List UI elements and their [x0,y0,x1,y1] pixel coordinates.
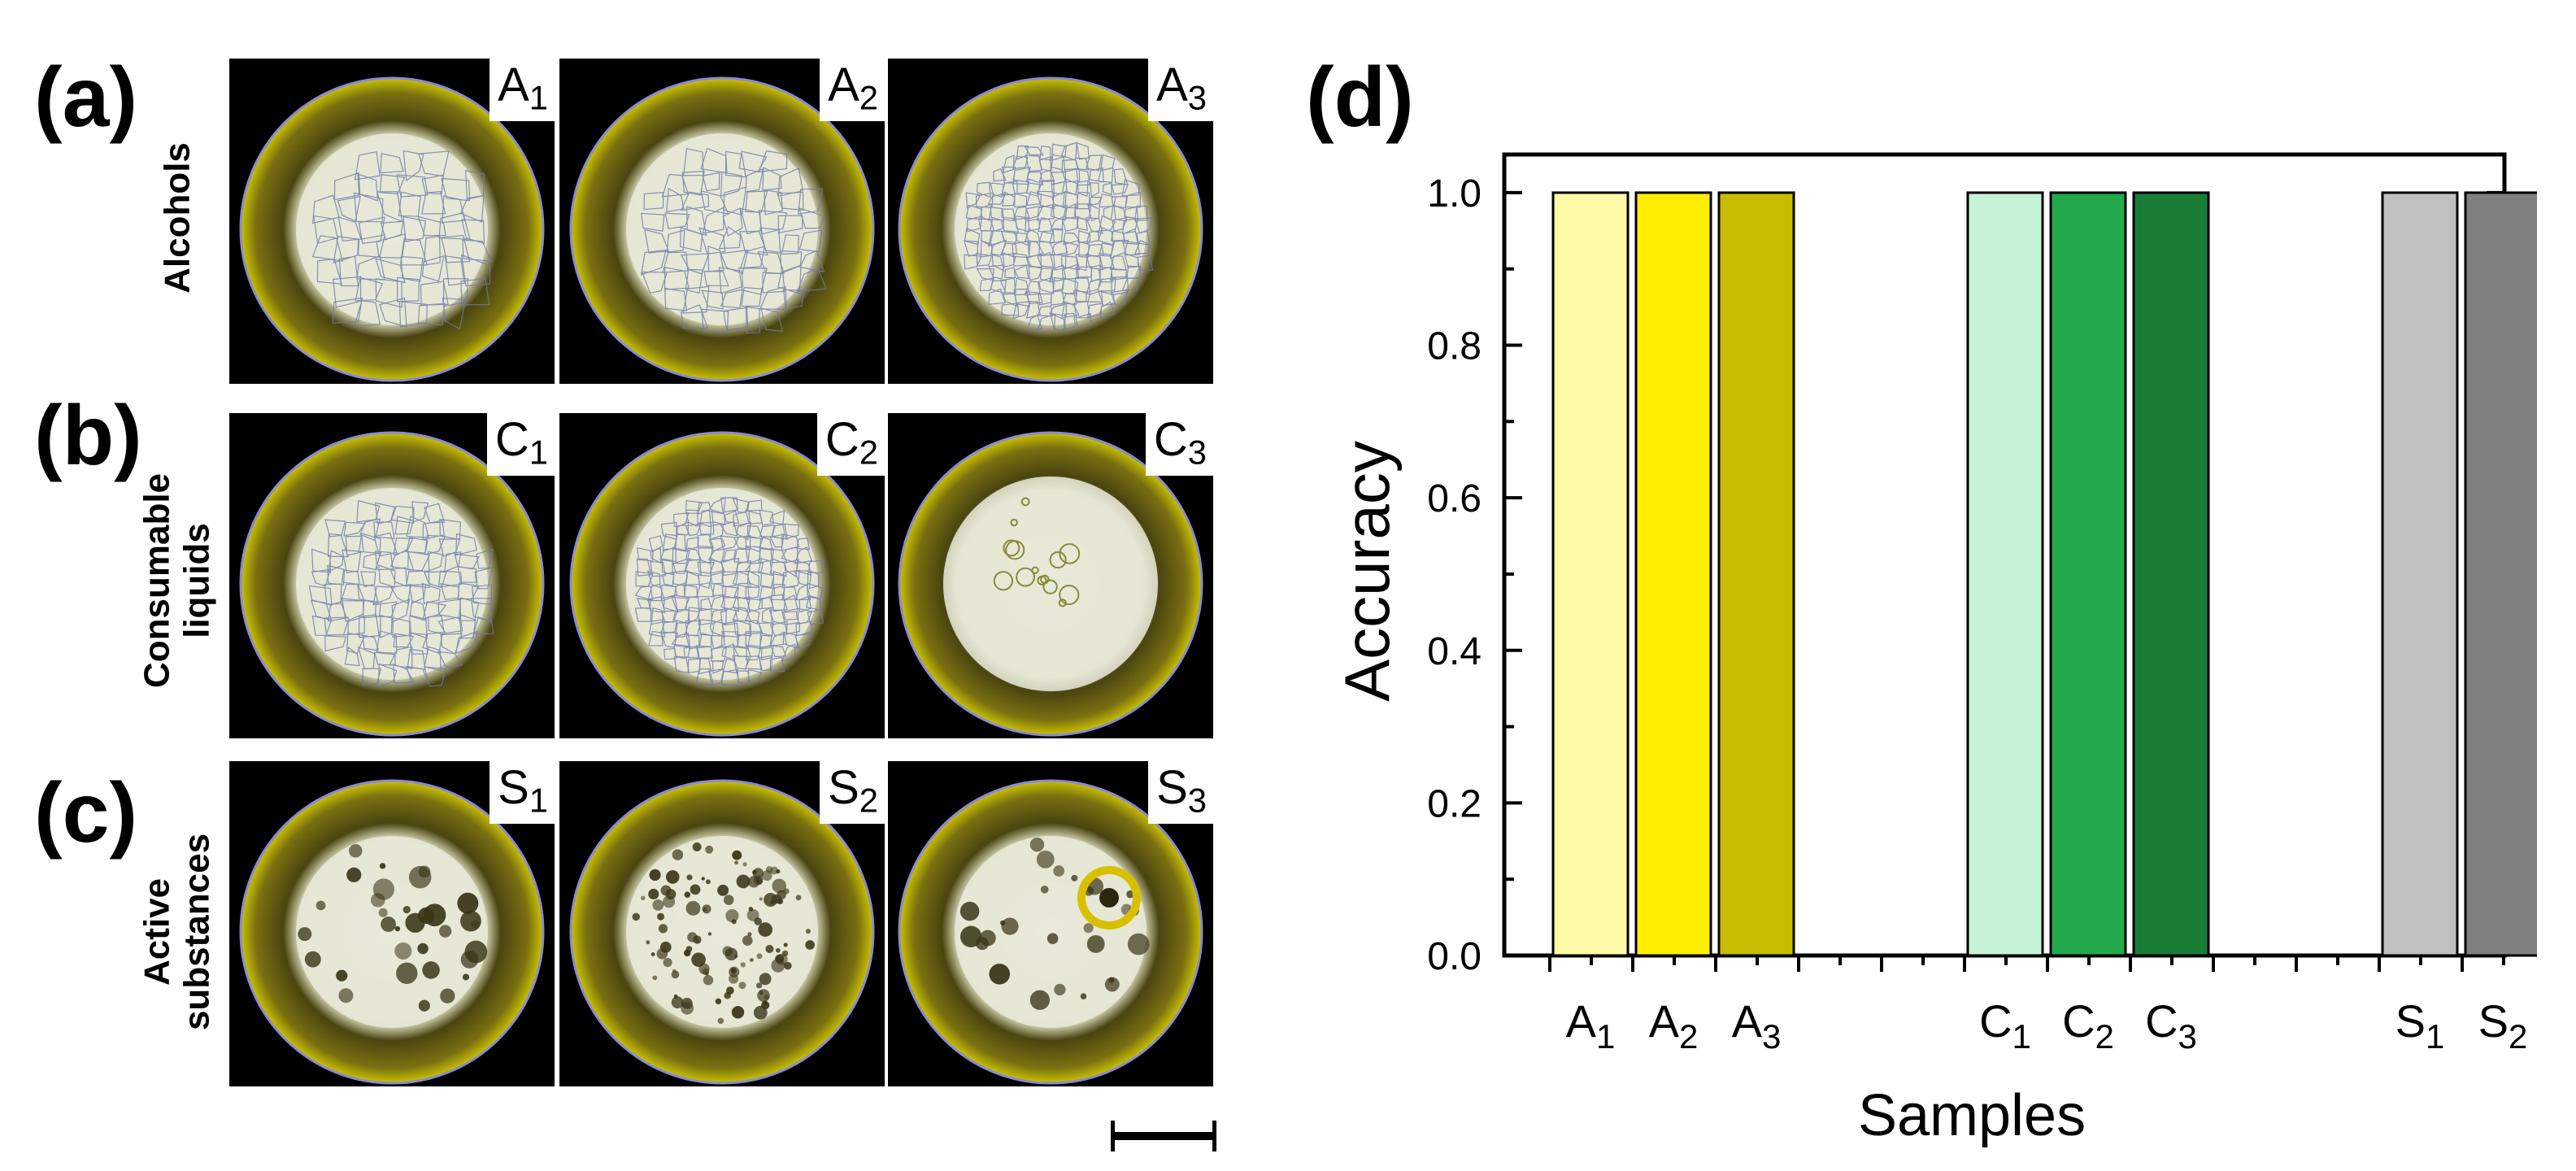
deposit-image-tile: S2 [559,761,885,1086]
row-label-active-substances: Active substances [137,834,218,1030]
panel-b-letter: (b) [34,389,142,483]
accuracy-bar-chart: 0.00.20.40.60.81.0A1A2A3C1C2C3S1S2S3Samp… [1331,152,2537,1148]
deposit-image [898,76,1203,382]
bar-c1 [1966,191,2044,957]
x-tick-label: A3 [1732,995,1782,1056]
deposit-image-tile: A3 [888,59,1213,384]
sample-label-subscript: 2 [859,78,878,117]
sample-label-subscript: 1 [529,78,548,117]
bar-s2 [2464,191,2537,957]
sample-label-base: S [1156,761,1188,814]
deposit-center [296,133,488,325]
deposit-image-tile: C1 [229,413,555,738]
row-label-line: Consumable [137,472,177,689]
sample-label: S3 [1148,761,1213,825]
crack-pattern [963,141,1154,333]
sample-label-subscript: 3 [1187,781,1207,820]
panel-a-letter: (a) [34,50,138,145]
ring-feature [1077,866,1141,929]
deposit-image-tile: S3 [888,761,1213,1086]
deposit-center [296,836,488,1028]
bar-a2 [1634,191,1712,957]
crack-pattern [308,499,494,688]
bar-c3 [2132,191,2210,957]
spot-pattern [959,837,1150,1010]
row-label-line: substances [177,833,217,1031]
bar-a1 [1551,191,1630,957]
sample-label: A3 [1148,59,1213,122]
sample-label-subscript: 3 [1187,433,1207,472]
x-tick-label: C1 [1979,995,2031,1056]
bar-s1 [2381,191,2459,957]
spot-pattern [298,844,488,1012]
y-tick-label: 0.2 [1427,782,1482,825]
scale-bar [1111,1121,1216,1151]
deposit-image-tile: C2 [559,413,885,738]
sample-label-base: C [494,413,529,466]
x-tick-label: S1 [2395,995,2445,1056]
sample-label-base: A [828,59,859,111]
bar-c2 [2049,191,2127,957]
sample-label-base: A [498,59,529,111]
sample-label: C1 [486,413,555,477]
row-label-line: liquids [177,523,217,638]
crack-pattern [641,147,827,334]
sample-label: A2 [820,59,885,122]
x-tick-label: C2 [2062,995,2114,1056]
sample-label-base: S [828,761,859,814]
x-tick-label: A1 [1566,995,1616,1056]
deposit-image [569,779,875,1085]
x-tick-label: A2 [1649,995,1699,1056]
deposit-image [569,76,875,382]
row-label-alcohols: Alcohols [157,142,197,294]
sample-label: S2 [820,761,885,825]
crack-pattern [634,496,825,687]
deposit-image [239,779,545,1085]
crack-pattern [311,150,492,330]
deposit-image-tile: A1 [229,59,555,384]
x-tick-label: S2 [2478,995,2528,1056]
row-label-line: Active [137,877,177,986]
panel-d-letter: (d) [1306,50,1414,145]
deposit-center [943,477,1158,691]
deposit-image [239,76,545,382]
sample-label: S1 [490,761,555,825]
deposit-image-tile: A2 [559,59,885,384]
deposit-image-tile: C3 [888,413,1213,738]
deposit-image-tile: S1 [229,761,555,1086]
y-tick-label: 1.0 [1427,172,1482,215]
y-tick-label: 0.8 [1427,325,1482,368]
panel-c-letter: (c) [34,766,138,860]
y-tick-label: 0.0 [1427,935,1482,978]
sample-label-subscript: 2 [859,781,878,820]
sample-label: C2 [816,413,885,477]
x-axis-label: Samples [1858,1083,2086,1148]
sample-label-subscript: 1 [529,433,548,472]
deposit-center [626,836,818,1028]
y-tick-label: 0.6 [1427,477,1482,520]
deposit-center [626,488,818,680]
row-label-consumable-liquids: Consumable liquids [137,473,218,688]
sample-label-base: C [1153,413,1188,466]
sample-label-subscript: 2 [859,433,878,472]
sample-label-subscript: 1 [529,781,548,820]
y-axis-label: Accuracy [1331,441,1403,702]
row-label-line: Alcohols [157,142,198,294]
spot-pattern [632,842,815,1025]
sample-label-base: A [1156,59,1188,111]
deposit-image [239,431,545,737]
sample-label-base: S [498,761,529,814]
x-tick-label: C3 [2145,995,2197,1056]
sample-label: C3 [1145,413,1213,477]
bar-a3 [1717,191,1795,957]
spot-pattern [993,497,1081,607]
sample-label: A1 [490,59,555,122]
sample-label-base: C [825,413,859,466]
y-tick-label: 0.4 [1427,630,1482,673]
deposit-image [898,779,1203,1085]
deposit-image [569,431,875,737]
deposit-image [898,431,1203,737]
sample-label-subscript: 3 [1187,78,1207,117]
